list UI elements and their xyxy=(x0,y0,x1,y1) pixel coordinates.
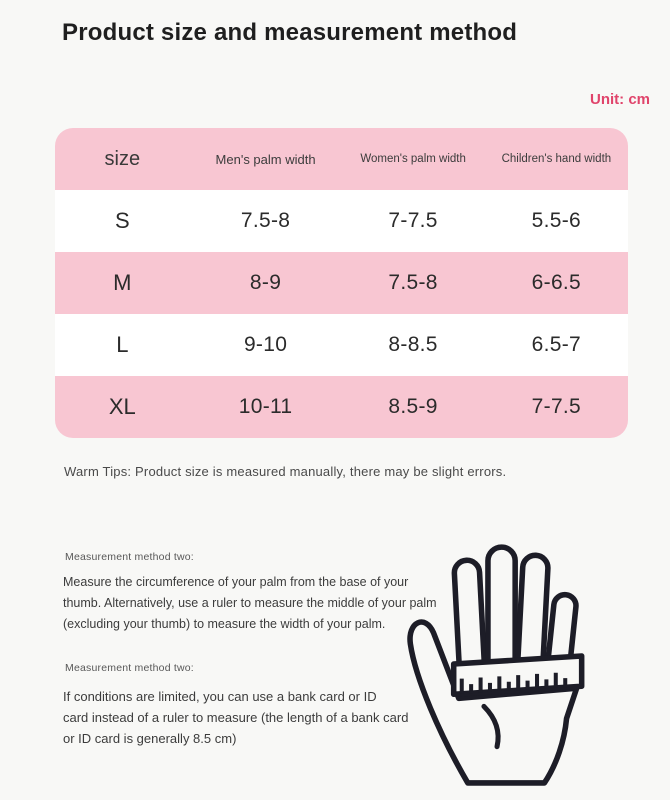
unit-label: Unit: cm xyxy=(590,91,650,108)
middle-finger xyxy=(485,544,518,676)
method-two-label: Measurement method two: xyxy=(65,662,194,674)
size-label: S xyxy=(114,208,130,233)
mens-value: 8-9 xyxy=(249,271,282,294)
table-header-row: size Men's palm width Women's palm width… xyxy=(55,128,628,190)
mens-value: 7.5-8 xyxy=(240,209,291,232)
method-one-line: thumb. Alternatively, use a ruler to mea… xyxy=(63,596,437,610)
method-one-label: Measurement method two: xyxy=(65,551,194,563)
size-label: L xyxy=(116,332,129,357)
table-row-m: M 8-9 7.5-8 6-6.5 xyxy=(55,252,628,314)
palm-outline xyxy=(407,619,580,786)
childrens-value: 5.5-6 xyxy=(531,209,582,232)
womens-value: 8.5-9 xyxy=(388,395,438,418)
table-row-s: S 7.5-8 7-7.5 5.5-6 xyxy=(55,190,628,252)
method-one-line: Measure the circumference of your palm f… xyxy=(63,575,409,589)
ruler-ticks xyxy=(459,672,568,694)
method-two-line: or ID card is generally 8.5 cm) xyxy=(63,731,237,746)
method-one-line: (excluding your thumb) to measure the wi… xyxy=(63,617,386,631)
column-header-womens-palm-width: Women's palm width xyxy=(360,153,466,165)
table-row-l: L 9-10 8-8.5 6.5-7 xyxy=(55,314,628,376)
size-label: XL xyxy=(108,394,136,419)
mens-value: 10-11 xyxy=(238,395,293,418)
column-header-childrens-hand-width: Children's hand width xyxy=(501,153,612,165)
palm-crease xyxy=(481,703,501,750)
method-one-text: Measure the circumference of your palm f… xyxy=(63,572,437,635)
mens-value: 9-10 xyxy=(243,333,288,356)
size-label: M xyxy=(113,270,132,295)
table-row-xl: XL 10-11 8.5-9 7-7.5 xyxy=(55,376,628,438)
method-two-line: If conditions are limited, you can use a… xyxy=(63,689,377,704)
column-header-mens-palm-width: Men's palm width xyxy=(215,151,316,167)
childrens-value: 6.5-7 xyxy=(531,333,582,356)
column-header-size: size xyxy=(104,147,141,170)
childrens-value: 6-6.5 xyxy=(531,271,582,294)
method-two-line: card instead of a ruler to measure (the … xyxy=(63,710,409,725)
warm-tips-text: Warm Tips: Product size is measured manu… xyxy=(64,464,507,479)
index-finger xyxy=(451,557,487,676)
womens-value: 7.5-8 xyxy=(388,271,438,294)
page-title: Product size and measurement method xyxy=(62,19,518,46)
womens-value: 7-7.5 xyxy=(388,209,438,232)
childrens-value: 7-7.5 xyxy=(531,395,582,418)
hand-with-ruler-icon xyxy=(407,544,585,786)
size-table: size Men's palm width Women's palm width… xyxy=(55,128,628,438)
womens-value: 8-8.5 xyxy=(388,333,438,356)
method-two-text: If conditions are limited, you can use a… xyxy=(63,686,408,749)
